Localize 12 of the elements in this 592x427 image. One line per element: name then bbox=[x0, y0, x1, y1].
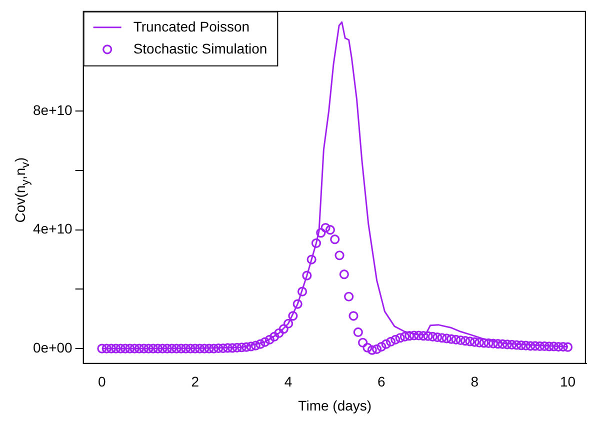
y-tick-label: 8e+10 bbox=[32, 102, 73, 118]
x-tick-label: 2 bbox=[191, 374, 200, 390]
x-axis-title: Time (days) bbox=[298, 397, 372, 414]
y-tick-label: 4e+10 bbox=[32, 220, 73, 237]
x-tick-label: 6 bbox=[378, 374, 386, 390]
y-tick-label: 0e+00 bbox=[32, 339, 73, 356]
x-tick-label: 0 bbox=[98, 374, 106, 390]
x-tick-label: 8 bbox=[470, 374, 479, 390]
legend-label: Truncated Poisson bbox=[133, 18, 250, 34]
x-tick-label: 4 bbox=[284, 374, 292, 390]
legend-label: Stochastic Simulation bbox=[133, 40, 268, 56]
x-tick-label: 10 bbox=[560, 374, 576, 390]
